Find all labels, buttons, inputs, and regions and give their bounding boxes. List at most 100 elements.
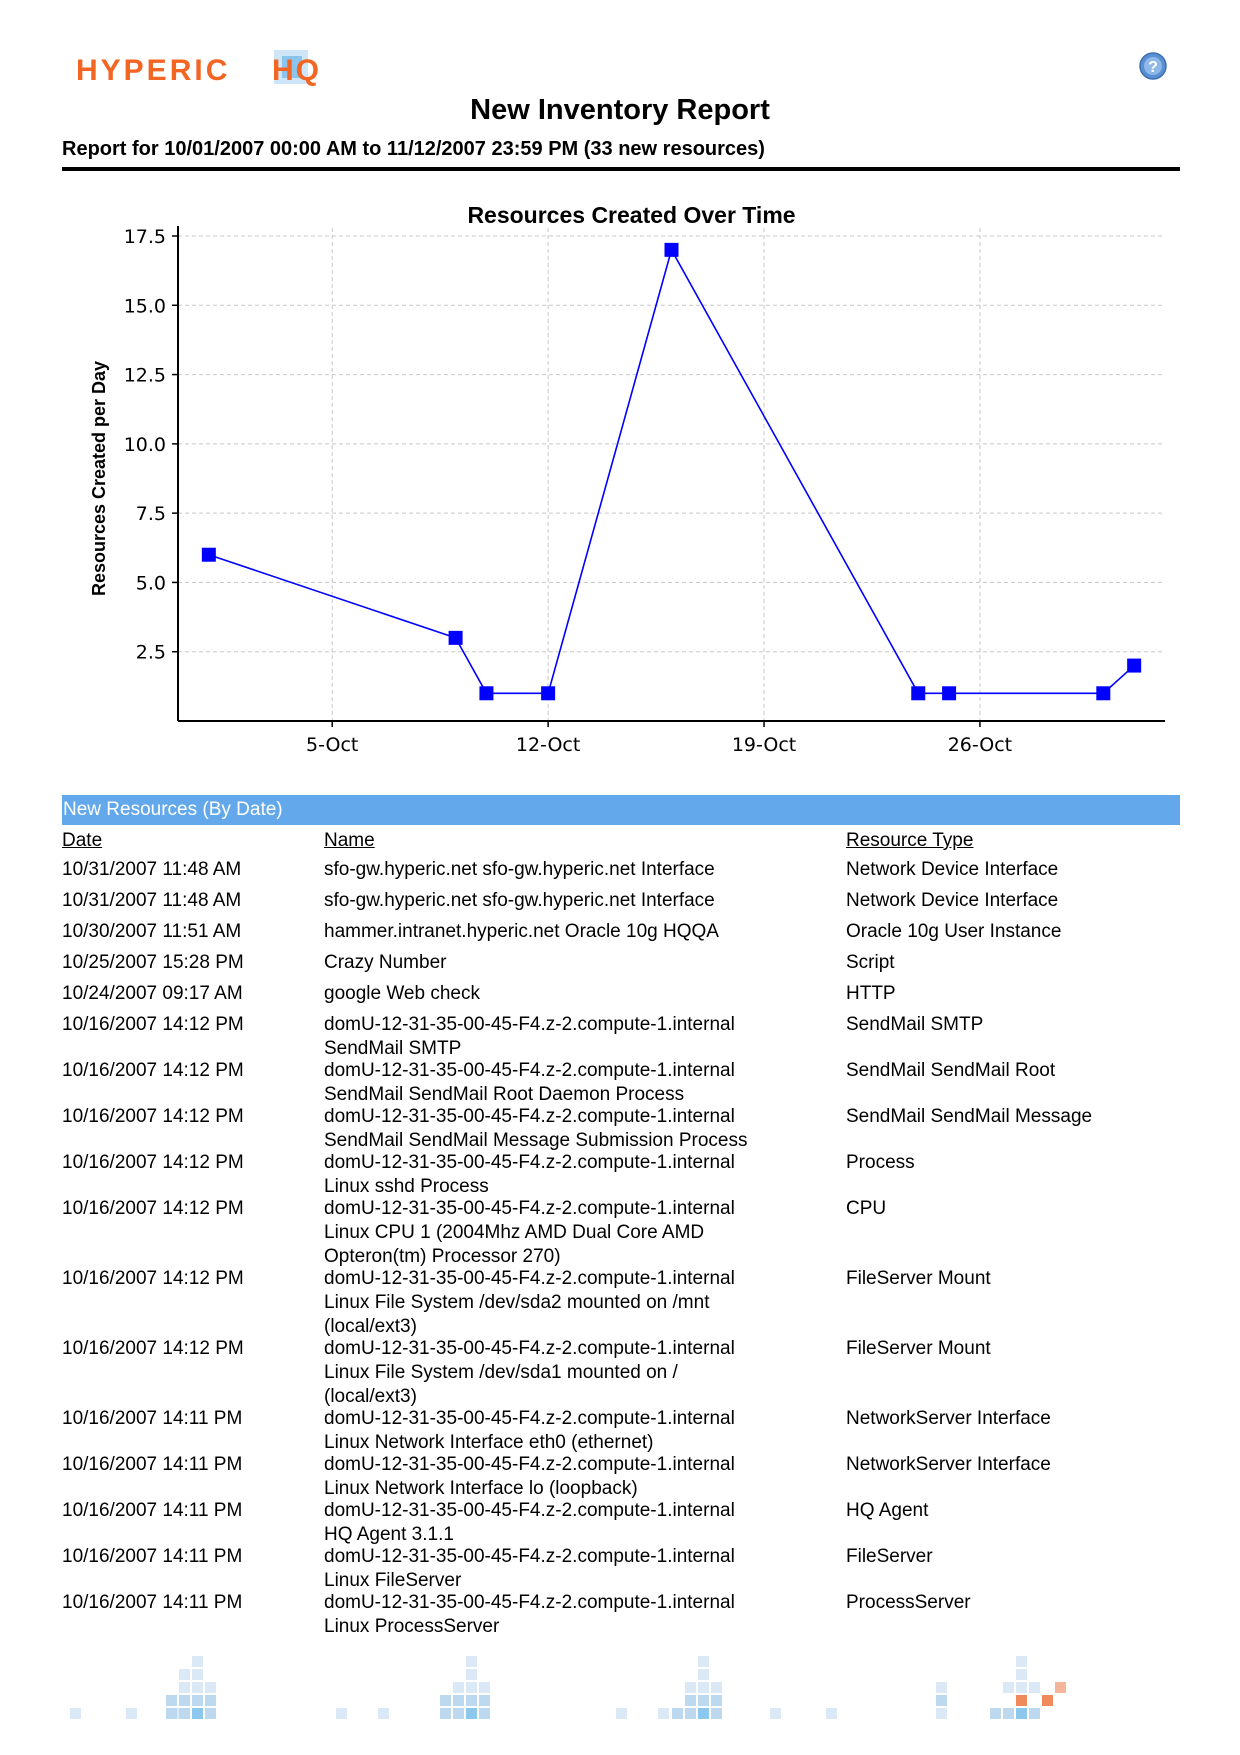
footer-tile	[1029, 1695, 1040, 1706]
name-line: Linux sshd Process	[324, 1176, 489, 1197]
footer-tile	[336, 1708, 347, 1719]
cell-date: 10/16/2007 14:12 PM	[62, 1338, 244, 1359]
footer-tile	[1003, 1708, 1014, 1719]
footer-tile	[453, 1682, 464, 1693]
name-line: SendMail SendMail Root Daemon Process	[324, 1084, 685, 1105]
footer-tile	[1003, 1695, 1014, 1706]
cell-resource-type: NetworkServer Interface	[846, 1408, 1051, 1429]
cell-resource-type: HQ Agent	[846, 1500, 929, 1521]
footer-tile	[711, 1682, 722, 1693]
y-axis-label: Resources Created per Day	[89, 361, 109, 596]
footer-tile	[685, 1682, 696, 1693]
name-line: SendMail SMTP	[324, 1038, 462, 1059]
footer-tile	[166, 1695, 177, 1706]
x-tick-label: 26-Oct	[948, 734, 1012, 756]
cell-date: 10/16/2007 14:11 PM	[62, 1546, 243, 1567]
footer-tile	[205, 1708, 216, 1719]
footer-tile	[453, 1708, 464, 1719]
cell-resource-type: FileServer Mount	[846, 1338, 991, 1359]
cell-name: hammer.intranet.hyperic.net Oracle 10g H…	[324, 920, 824, 944]
svg-text:HQ: HQ	[272, 54, 321, 87]
cell-name: domU-12-31-35-00-45-F4.z-2.compute-1.int…	[324, 1197, 824, 1269]
footer-tile	[698, 1669, 709, 1680]
name-line: Opteron(tm) Processor 270)	[324, 1246, 561, 1267]
footer-tile	[466, 1656, 477, 1667]
name-line: domU-12-31-35-00-45-F4.z-2.compute-1.int…	[324, 1106, 735, 1127]
cell-name: domU-12-31-35-00-45-F4.z-2.compute-1.int…	[324, 1013, 824, 1061]
cell-name: domU-12-31-35-00-45-F4.z-2.compute-1.int…	[324, 1105, 824, 1153]
footer-tile	[70, 1708, 81, 1719]
svg-text:HYPERIC: HYPERIC	[76, 54, 230, 87]
cell-resource-type: CPU	[846, 1198, 887, 1219]
cell-name: domU-12-31-35-00-45-F4.z-2.compute-1.int…	[324, 1499, 824, 1547]
footer-tile	[826, 1708, 837, 1719]
section-title-bar: New Resources (By Date)	[62, 795, 1180, 825]
footer-tile	[479, 1682, 490, 1693]
column-header-name: Name	[324, 830, 375, 851]
name-line: Linux ProcessServer	[324, 1616, 500, 1637]
cell-date: 10/16/2007 14:11 PM	[62, 1454, 243, 1475]
footer-tile	[179, 1669, 190, 1680]
cell-date: 10/31/2007 11:48 AM	[62, 859, 242, 880]
name-line: domU-12-31-35-00-45-F4.z-2.compute-1.int…	[324, 1454, 735, 1475]
footer-tile	[192, 1682, 203, 1693]
cell-name: domU-12-31-35-00-45-F4.z-2.compute-1.int…	[324, 1545, 824, 1593]
data-point-marker	[1096, 686, 1111, 701]
footer-tile	[658, 1708, 669, 1719]
data-point-marker	[541, 686, 556, 701]
y-tick-label: 5.0	[136, 572, 166, 594]
footer-tile	[698, 1708, 709, 1719]
footer-tile	[466, 1708, 477, 1719]
y-tick-label: 10.0	[124, 434, 166, 456]
cell-date: 10/16/2007 14:11 PM	[62, 1592, 243, 1613]
name-line: Linux CPU 1 (2004Mhz AMD Dual Core AMD	[324, 1222, 705, 1243]
name-line: Linux FileServer	[324, 1570, 462, 1591]
name-line: sfo-gw.hyperic.net sfo-gw.hyperic.net In…	[324, 890, 715, 911]
footer-tile	[479, 1708, 490, 1719]
name-line: SendMail SendMail Message Submission Pro…	[324, 1130, 748, 1151]
data-point-marker	[911, 686, 926, 701]
cell-name: domU-12-31-35-00-45-F4.z-2.compute-1.int…	[324, 1591, 824, 1639]
name-line: domU-12-31-35-00-45-F4.z-2.compute-1.int…	[324, 1198, 735, 1219]
cell-date: 10/16/2007 14:12 PM	[62, 1268, 244, 1289]
svg-text:?: ?	[1148, 59, 1158, 76]
cell-date: 10/31/2007 11:48 AM	[62, 890, 242, 911]
name-line: sfo-gw.hyperic.net sfo-gw.hyperic.net In…	[324, 859, 715, 880]
name-line: domU-12-31-35-00-45-F4.z-2.compute-1.int…	[324, 1338, 735, 1359]
cell-name: google Web check	[324, 982, 824, 1006]
footer-tile	[126, 1708, 137, 1719]
cell-resource-type: Script	[846, 952, 895, 973]
name-line: Linux File System /dev/sda1 mounted on /	[324, 1362, 678, 1383]
footer-tile	[479, 1695, 490, 1706]
footer-tile	[1016, 1669, 1027, 1680]
cell-name: Crazy Number	[324, 951, 824, 975]
data-point-marker	[942, 686, 957, 701]
name-line: domU-12-31-35-00-45-F4.z-2.compute-1.int…	[324, 1268, 735, 1289]
cell-date: 10/25/2007 15:28 PM	[62, 952, 244, 973]
report-subtitle: Report for 10/01/2007 00:00 AM to 11/12/…	[62, 138, 765, 160]
footer-tile	[1016, 1682, 1027, 1693]
cell-name: domU-12-31-35-00-45-F4.z-2.compute-1.int…	[324, 1407, 824, 1455]
footer-tile	[179, 1682, 190, 1693]
cell-resource-type: Process	[846, 1152, 915, 1173]
y-tick-label: 7.5	[136, 503, 166, 525]
cell-date: 10/30/2007 11:51 AM	[62, 921, 242, 942]
footer-tile	[192, 1708, 203, 1719]
footer-tile	[179, 1695, 190, 1706]
name-line: Crazy Number	[324, 952, 447, 973]
y-tick-label: 12.5	[124, 365, 166, 387]
footer-tile	[698, 1682, 709, 1693]
cell-date: 10/16/2007 14:12 PM	[62, 1060, 244, 1081]
cell-resource-type: HTTP	[846, 983, 896, 1004]
footer-tile	[1029, 1682, 1040, 1693]
data-point-marker	[1127, 658, 1142, 673]
data-point-marker	[664, 242, 679, 257]
help-icon[interactable]: ?	[1139, 52, 1167, 80]
y-tick-label: 17.5	[124, 226, 166, 248]
y-tick-label: 2.5	[136, 642, 166, 664]
name-line: google Web check	[324, 983, 480, 1004]
footer-tile	[936, 1695, 947, 1706]
footer-tile	[990, 1708, 1001, 1719]
report-title: New Inventory Report	[470, 94, 770, 126]
